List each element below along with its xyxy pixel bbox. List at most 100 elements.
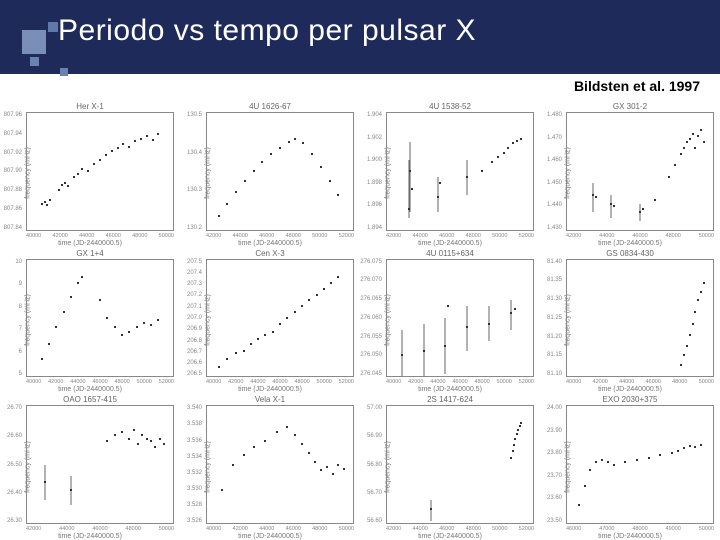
y-ticks: 276.075276.070276.065276.060276.055276.0… [360,259,384,378]
data-point [128,331,130,333]
data-point [61,184,63,186]
panel-title: GX 301-2 [540,102,720,111]
decoration-square [22,30,46,54]
data-point [87,170,89,172]
data-point [507,147,509,149]
panel-title: 4U 1538-52 [360,102,540,111]
data-point [218,366,220,368]
data-point [272,331,274,333]
data-point [159,438,161,440]
data-point [111,150,113,152]
panel-title: 2S 1417-624 [360,395,540,404]
data-point [44,201,46,203]
data-point [689,334,691,336]
data-point [106,317,108,319]
data-point [308,299,310,301]
plot-area [386,259,534,378]
data-point [77,173,79,175]
error-bar [401,330,402,377]
chart-panel: GX 1+4frequency (mHz)time (JD-2440000.5)… [0,247,180,394]
data-point [99,159,101,161]
data-point [694,147,696,149]
data-point [411,188,413,190]
data-point [70,296,72,298]
y-ticks: 130.5130.4130.3130.2 [180,112,204,231]
error-bar [467,306,468,350]
data-point [270,153,272,155]
data-point [694,446,696,448]
data-point [314,461,316,463]
data-point [343,468,345,470]
chart-panel: 4U 1626-67frequency (mHz)time (JD-244000… [180,100,360,247]
data-point [150,324,152,326]
data-point [70,489,72,491]
decoration-square [60,68,68,76]
data-point [466,326,468,328]
data-point [512,450,514,452]
data-point [444,345,446,347]
data-point [517,429,519,431]
data-point [423,350,425,352]
data-point [514,438,516,440]
data-point [150,440,152,442]
x-ticks: 40000420004400046000480005000052000 [26,379,174,385]
chart-grid: Her X-1frequency (mHz)time (JD-2440000.5… [0,100,720,540]
data-point [488,323,490,325]
x-axis-label: time (JD-2440000.5) [180,386,360,393]
data-point [122,143,124,145]
data-point [244,180,246,182]
data-point [114,434,116,436]
x-ticks: 4600047000480004900050000 [566,526,714,532]
data-point [703,282,705,284]
data-point [226,358,228,360]
chart-panel: Cen X-3frequency (mHz)time (JD-2440000.5… [180,247,360,394]
decoration-square [30,57,39,66]
y-ticks: 1098765 [0,259,24,378]
data-point [510,457,512,459]
x-ticks: 40000420004400046000480005000052000 [206,379,354,385]
data-point [329,180,331,182]
data-point [279,147,281,149]
data-point [117,147,119,149]
data-point [253,446,255,448]
chart-panel: GS 0834-430frequency (mHz)time (JD-24400… [540,247,720,394]
data-point [689,138,691,140]
data-point [141,434,143,436]
x-axis-label: time (JD-2440000.5) [180,240,360,247]
data-point [226,203,228,205]
data-point [250,343,252,345]
panel-title: GX 1+4 [0,249,180,258]
data-point [503,152,505,154]
data-point [601,459,603,461]
panel-title: 4U 0115+634 [360,249,540,258]
y-ticks: 3.5403.5383.5363.5343.5323.5303.5283.526 [180,405,204,524]
data-point [114,326,116,328]
data-point [409,170,411,172]
data-point [689,445,691,447]
data-point [595,196,597,198]
data-point [408,208,410,210]
y-ticks: 807.96807.94807.92807.90807.88807.86807.… [0,112,24,231]
plot-area [206,405,354,524]
data-point [311,153,313,155]
data-point [55,326,57,328]
y-ticks: 81.4081.3581.3081.2581.2081.1581.10 [540,259,564,378]
data-point [697,299,699,301]
data-point [146,438,148,440]
panel-title: EXO 2030+375 [540,395,720,404]
data-point [516,433,518,435]
error-bar [430,500,431,521]
x-axis-label: time (JD-2440000.5) [360,533,540,540]
data-point [128,438,130,440]
data-point [235,191,237,193]
y-ticks: 26.7026.6026.5026.4026.30 [0,405,24,524]
plot-area [26,405,174,524]
x-ticks: 400004200044000460004800050000 [206,526,354,532]
plot-area [206,259,354,378]
slide-title: Periodo vs tempo per pulsar X [58,14,720,48]
data-point [320,166,322,168]
x-axis-label: time (JD-2440000.5) [360,386,540,393]
chart-panel: 4U 1538-52frequency (mHz)time (JD-244000… [360,100,540,247]
data-point [157,133,159,135]
data-point [243,454,245,456]
